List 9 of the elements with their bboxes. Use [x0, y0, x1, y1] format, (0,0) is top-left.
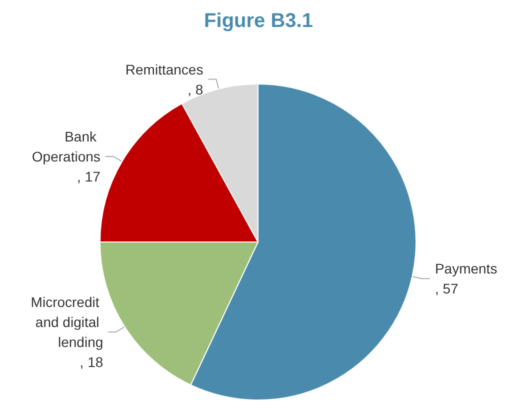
data-label: , 8 [188, 81, 204, 98]
slice-label: Microcredit and digital lending [30, 294, 104, 350]
slice-label: Bank Operations [32, 128, 100, 164]
slice-label: Remittances [125, 61, 204, 78]
chart-title: Figure B3.1 [204, 10, 313, 32]
data-label: , 57 [434, 280, 459, 297]
slice-label: Payments [434, 260, 498, 277]
data-label: , 17 [77, 168, 101, 184]
data-label: , 18 [80, 354, 104, 370]
